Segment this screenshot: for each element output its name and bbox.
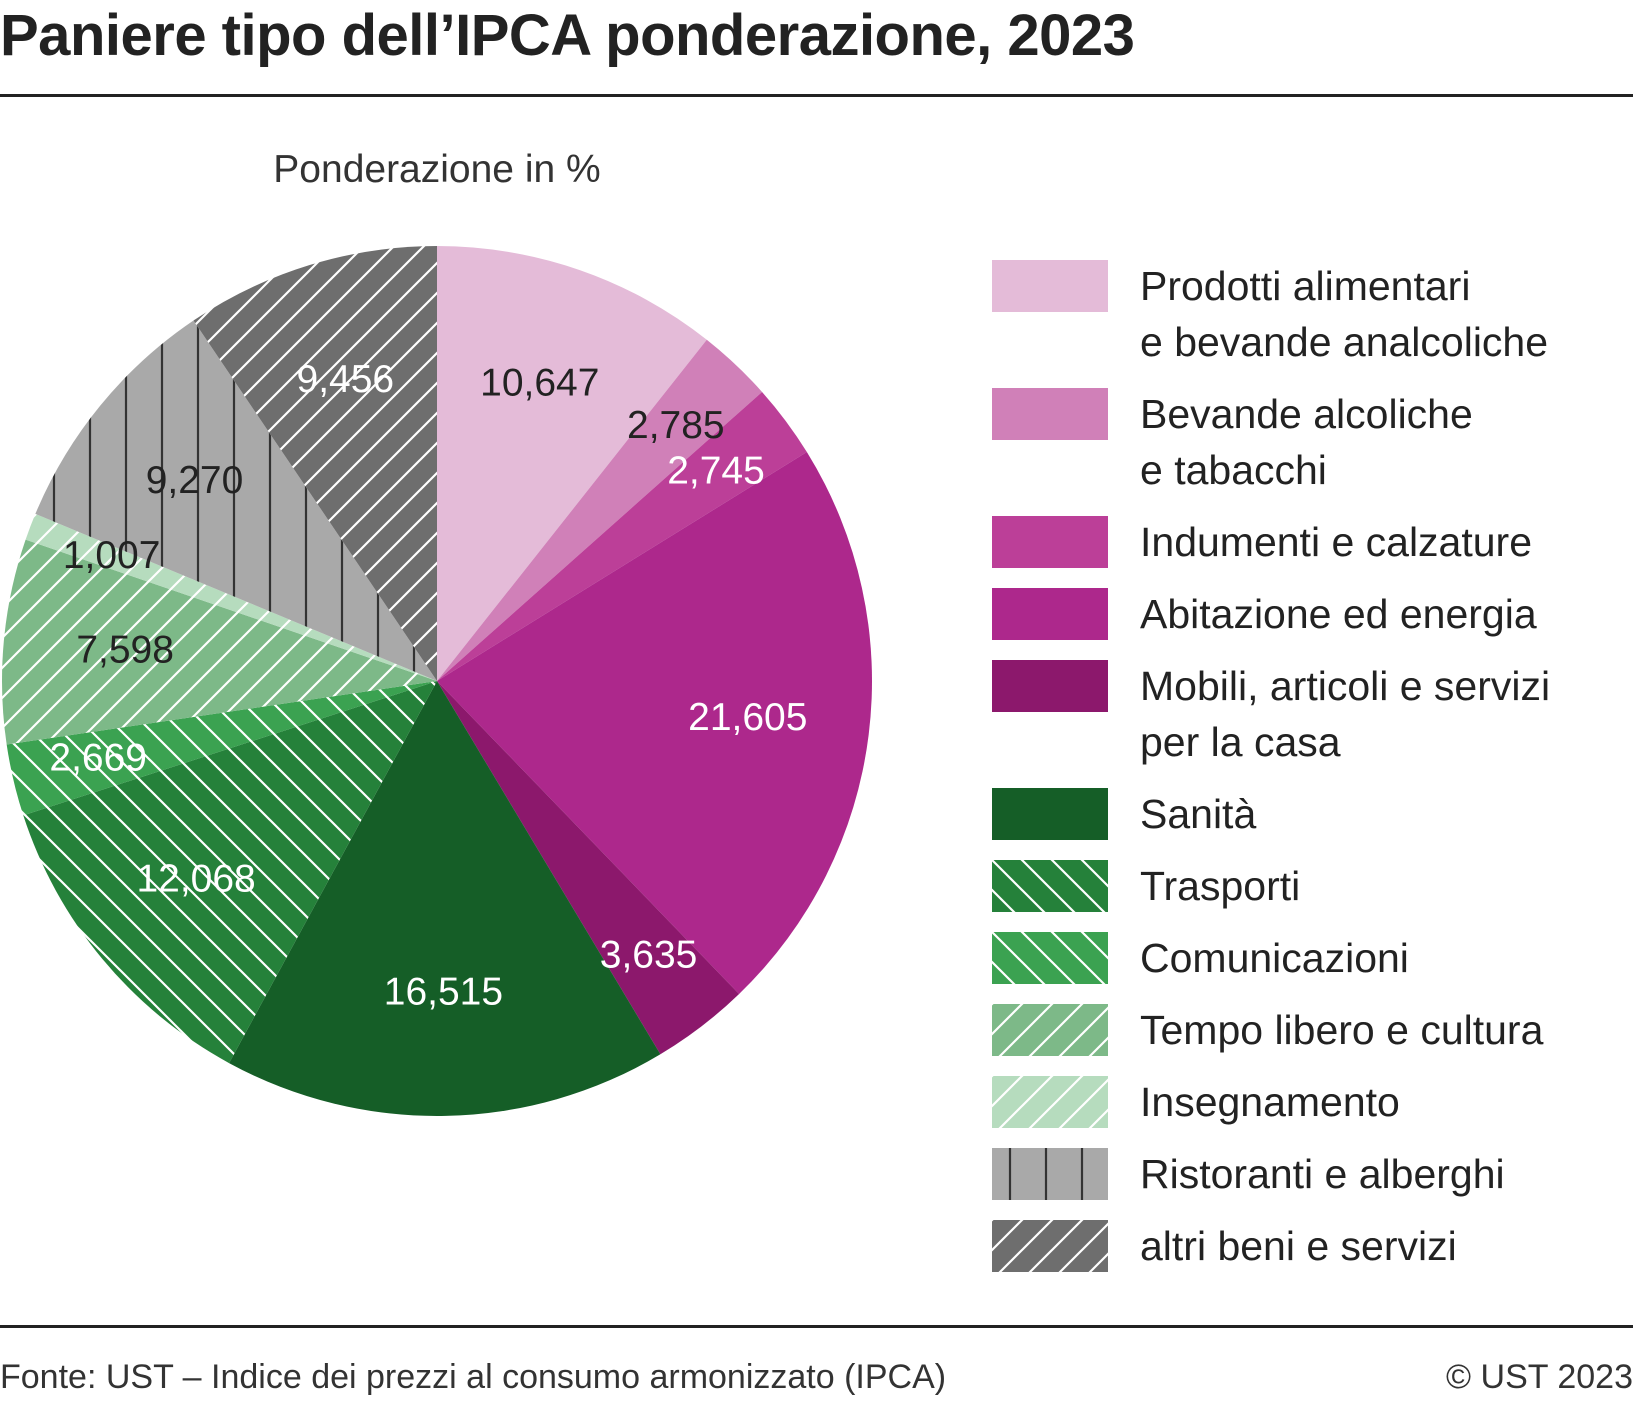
legend-swatch bbox=[992, 588, 1108, 640]
data-label: 2,785 bbox=[627, 404, 725, 447]
legend-swatch bbox=[992, 260, 1108, 312]
legend-swatch-fill bbox=[992, 388, 1108, 440]
legend-swatch-fill bbox=[992, 788, 1108, 840]
legend: Prodotti alimentari e bevande analcolich… bbox=[992, 258, 1550, 1290]
legend-label: Sanità bbox=[1140, 791, 1257, 837]
legend-item: Ristoranti e alberghi bbox=[992, 1146, 1550, 1202]
rule bbox=[0, 94, 1633, 97]
chart-subtitle: Ponderazione in % bbox=[273, 148, 600, 191]
legend-swatch bbox=[992, 516, 1108, 568]
data-label: 2,745 bbox=[667, 449, 765, 492]
legend-item: Tempo libero e cultura bbox=[992, 1002, 1550, 1058]
legend-swatch-fill bbox=[992, 1004, 1108, 1056]
pie-slice bbox=[193, 246, 437, 681]
legend-label: Prodotti alimentari e bevande analcolich… bbox=[1140, 263, 1549, 365]
data-label: 7,598 bbox=[76, 628, 174, 671]
data-label: 9,270 bbox=[146, 459, 244, 502]
pie-slice bbox=[437, 246, 707, 681]
data-label: 1,007 bbox=[63, 534, 161, 577]
pie-slice bbox=[437, 339, 763, 681]
pie-slice bbox=[437, 681, 740, 1055]
legend-swatch bbox=[992, 660, 1108, 712]
copyright: © UST 2023 bbox=[1446, 1358, 1633, 1396]
rule bbox=[0, 1325, 1633, 1328]
data-label: 2,669 bbox=[49, 737, 147, 780]
legend-swatch bbox=[992, 1148, 1108, 1200]
pie-slice bbox=[6, 681, 437, 816]
pie-slice bbox=[35, 320, 437, 681]
pie-slice bbox=[437, 391, 807, 681]
legend-swatch-fill bbox=[992, 660, 1108, 712]
legend-item: Sanità bbox=[992, 786, 1550, 842]
legend-label: Insegnamento bbox=[1140, 1079, 1400, 1125]
legend-swatch-fill bbox=[992, 1148, 1108, 1200]
legend-swatch bbox=[992, 1076, 1108, 1128]
legend-swatch bbox=[992, 388, 1108, 440]
legend-item: Mobili, articoli e servizi per la casa bbox=[992, 658, 1550, 770]
legend-swatch bbox=[992, 932, 1108, 984]
legend-swatch-fill bbox=[992, 516, 1108, 568]
legend-item: altri beni e servizi bbox=[992, 1218, 1550, 1274]
legend-swatch bbox=[992, 788, 1108, 840]
legend-item: Comunicazioni bbox=[992, 930, 1550, 986]
chart-title: Paniere tipo dell’IPCA ponderazione, 202… bbox=[0, 3, 1135, 68]
data-label: 9,456 bbox=[297, 358, 395, 401]
legend-label: Bevande alcoliche e tabacchi bbox=[1140, 391, 1473, 493]
pie-slice bbox=[229, 681, 661, 1116]
legend-label: Abitazione ed energia bbox=[1140, 591, 1537, 637]
legend-label: Comunicazioni bbox=[1140, 935, 1409, 981]
data-label: 21,605 bbox=[688, 696, 807, 739]
legend-label: Trasporti bbox=[1140, 863, 1301, 909]
legend-label: altri beni e servizi bbox=[1140, 1223, 1457, 1269]
legend-swatch-fill bbox=[992, 260, 1108, 312]
legend-swatch-fill bbox=[992, 860, 1108, 912]
legend-item: Insegnamento bbox=[992, 1074, 1550, 1130]
legend-swatch-fill bbox=[992, 588, 1108, 640]
pie-slice bbox=[1, 539, 437, 745]
legend-label: Ristoranti e alberghi bbox=[1140, 1151, 1505, 1197]
legend-item: Abitazione ed energia bbox=[992, 586, 1550, 642]
legend-swatch bbox=[992, 860, 1108, 912]
legend-item: Bevande alcoliche e tabacchi bbox=[992, 386, 1550, 498]
source: Fonte: UST – Indice dei prezzi al consum… bbox=[0, 1358, 947, 1396]
pie-slice bbox=[23, 681, 438, 1064]
data-label: 16,515 bbox=[384, 970, 503, 1013]
legend-label: Indumenti e calzature bbox=[1140, 519, 1533, 565]
legend-label: Mobili, articoli e servizi per la casa bbox=[1140, 663, 1551, 765]
legend-swatch-fill bbox=[992, 1220, 1108, 1272]
legend-swatch bbox=[992, 1220, 1108, 1272]
data-label: 10,647 bbox=[480, 361, 599, 404]
legend-item: Prodotti alimentari e bevande analcolich… bbox=[992, 258, 1550, 370]
legend-item: Trasporti bbox=[992, 858, 1550, 914]
legend-item: Indumenti e calzature bbox=[992, 514, 1550, 570]
pie-slice bbox=[437, 452, 872, 994]
legend-swatch-fill bbox=[992, 1076, 1108, 1128]
pie-slice bbox=[25, 513, 438, 681]
data-label: 3,635 bbox=[600, 934, 698, 977]
legend-swatch-fill bbox=[992, 932, 1108, 984]
legend-label: Tempo libero e cultura bbox=[1140, 1007, 1544, 1053]
legend-swatch bbox=[992, 1004, 1108, 1056]
data-label: 12,068 bbox=[136, 857, 255, 900]
